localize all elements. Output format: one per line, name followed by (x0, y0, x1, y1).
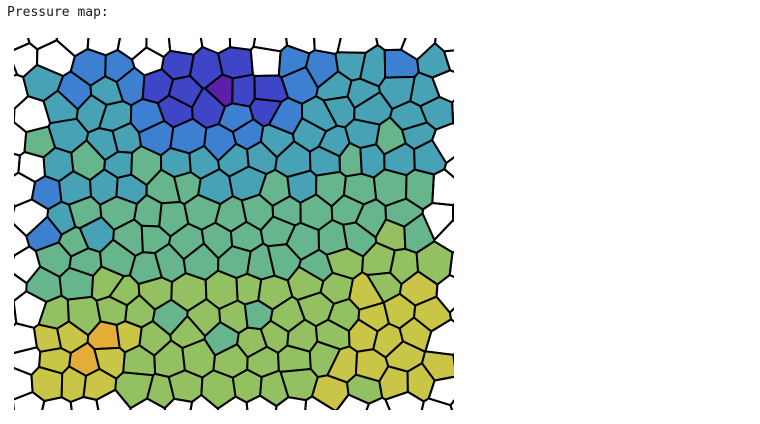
pressure-map-figure (14, 38, 454, 410)
map-cell (114, 371, 155, 410)
map-cell (383, 48, 420, 79)
map-edge-cell (14, 254, 16, 259)
map-edge-cell (304, 395, 336, 410)
map-edge-cell (452, 352, 454, 368)
map-cell (311, 374, 350, 410)
map-edge-cell (443, 156, 454, 179)
output-text: Pressure map: (7, 5, 109, 20)
pressure-map (14, 38, 454, 410)
map-edge-cell (431, 168, 454, 207)
map-edge-cell (452, 203, 454, 223)
map-edge-cell (448, 250, 454, 279)
map-cell (231, 73, 256, 108)
map-cell (200, 369, 237, 410)
map-edge-cell (249, 45, 282, 77)
map-edge-cell (451, 99, 454, 125)
map-edge-cell (443, 49, 454, 73)
map-edge-cell (448, 307, 454, 323)
map-edge-cell (449, 399, 454, 410)
map-edge-cell (420, 397, 453, 410)
